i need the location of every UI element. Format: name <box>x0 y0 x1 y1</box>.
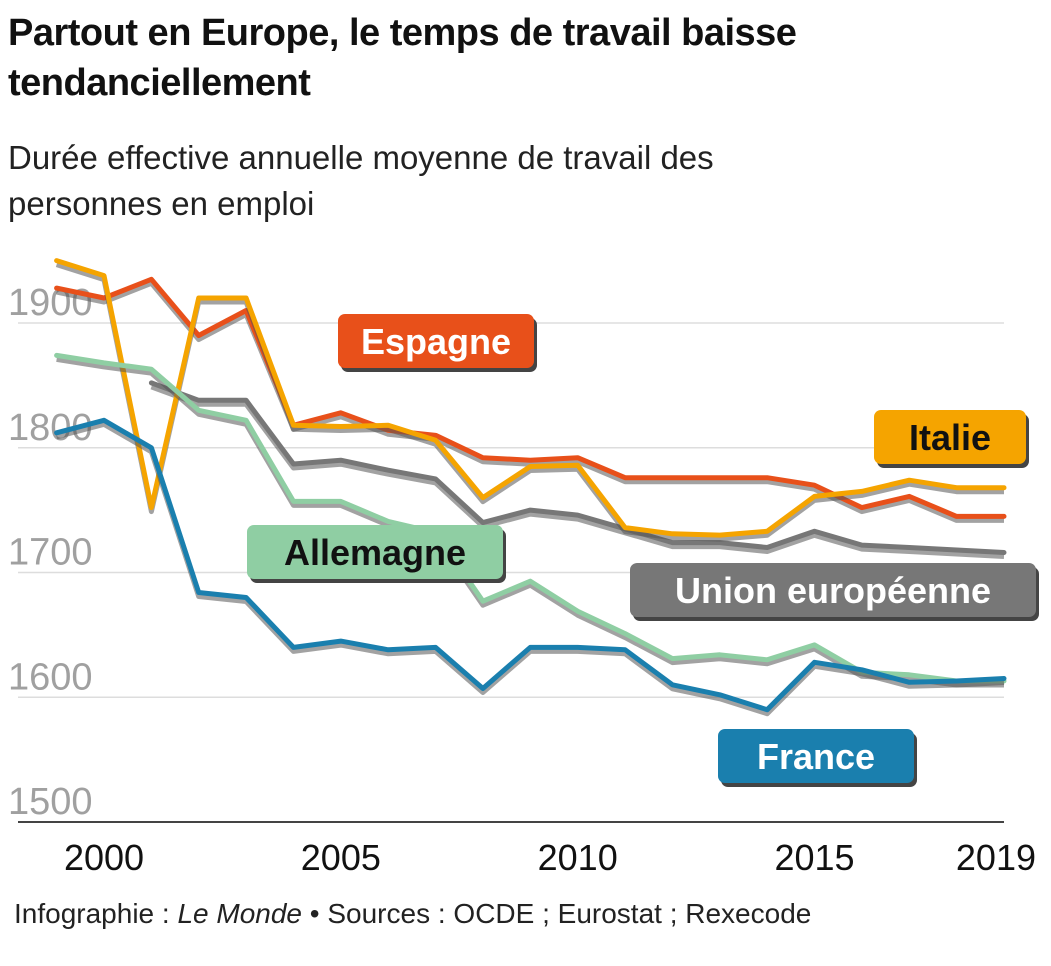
sources-text: • Sources : OCDE ; Eurostat ; Rexecode <box>309 898 812 929</box>
y-tick-label: 1500 <box>8 781 93 823</box>
series-shadow-italie <box>55 262 1004 542</box>
y-tick-label: 1900 <box>8 282 93 324</box>
x-tick-label: 2019 <box>956 837 1036 878</box>
y-tick-label: 1600 <box>8 656 93 698</box>
x-tick-label: 2015 <box>774 837 854 878</box>
series-label-france: France <box>718 729 917 787</box>
credit-prefix: Infographie : <box>14 898 178 929</box>
series-line-allemagne <box>54 352 1007 684</box>
series-line-italie <box>54 258 1007 538</box>
series-shadow-france <box>55 421 1005 717</box>
series-label-text: France <box>757 736 875 777</box>
footer: Infographie : Le Monde • Sources : OCDE … <box>14 898 811 930</box>
credit-name: Le Monde <box>177 898 302 929</box>
series-label-text: Allemagne <box>284 532 466 573</box>
series-label-union-europeenne: Union européenne <box>630 563 1039 621</box>
series-line-union-europeenne <box>148 380 1007 555</box>
series-lines <box>54 258 1007 717</box>
series-line-france <box>54 417 1007 713</box>
x-tick-label: 2005 <box>301 837 381 878</box>
series-label-espagne: Espagne <box>338 314 537 372</box>
series-labels: Espagne Italie Allemagne Union européenne Fr… <box>247 314 1039 787</box>
x-tick-label: 2010 <box>538 837 618 878</box>
chart-subtitle: Durée effective annuelle moyenne de trav… <box>8 139 714 222</box>
series-label-allemagne: Allemagne <box>247 525 506 583</box>
x-tick-label: 2000 <box>64 837 144 878</box>
x-axis-ticks: 2000 2005 2010 2015 2019 <box>64 837 1036 878</box>
series-shadow-union-europeenne <box>150 384 1005 559</box>
series-label-text: Espagne <box>361 321 511 362</box>
series-label-text: Italie <box>909 417 991 458</box>
series-line-espagne <box>54 276 1007 519</box>
series-label-text: Union européenne <box>675 570 991 611</box>
y-tick-label: 1700 <box>8 532 93 574</box>
chart-title: Partout en Europe, le temps de travail b… <box>8 12 797 104</box>
series-label-italie: Italie <box>874 410 1029 468</box>
